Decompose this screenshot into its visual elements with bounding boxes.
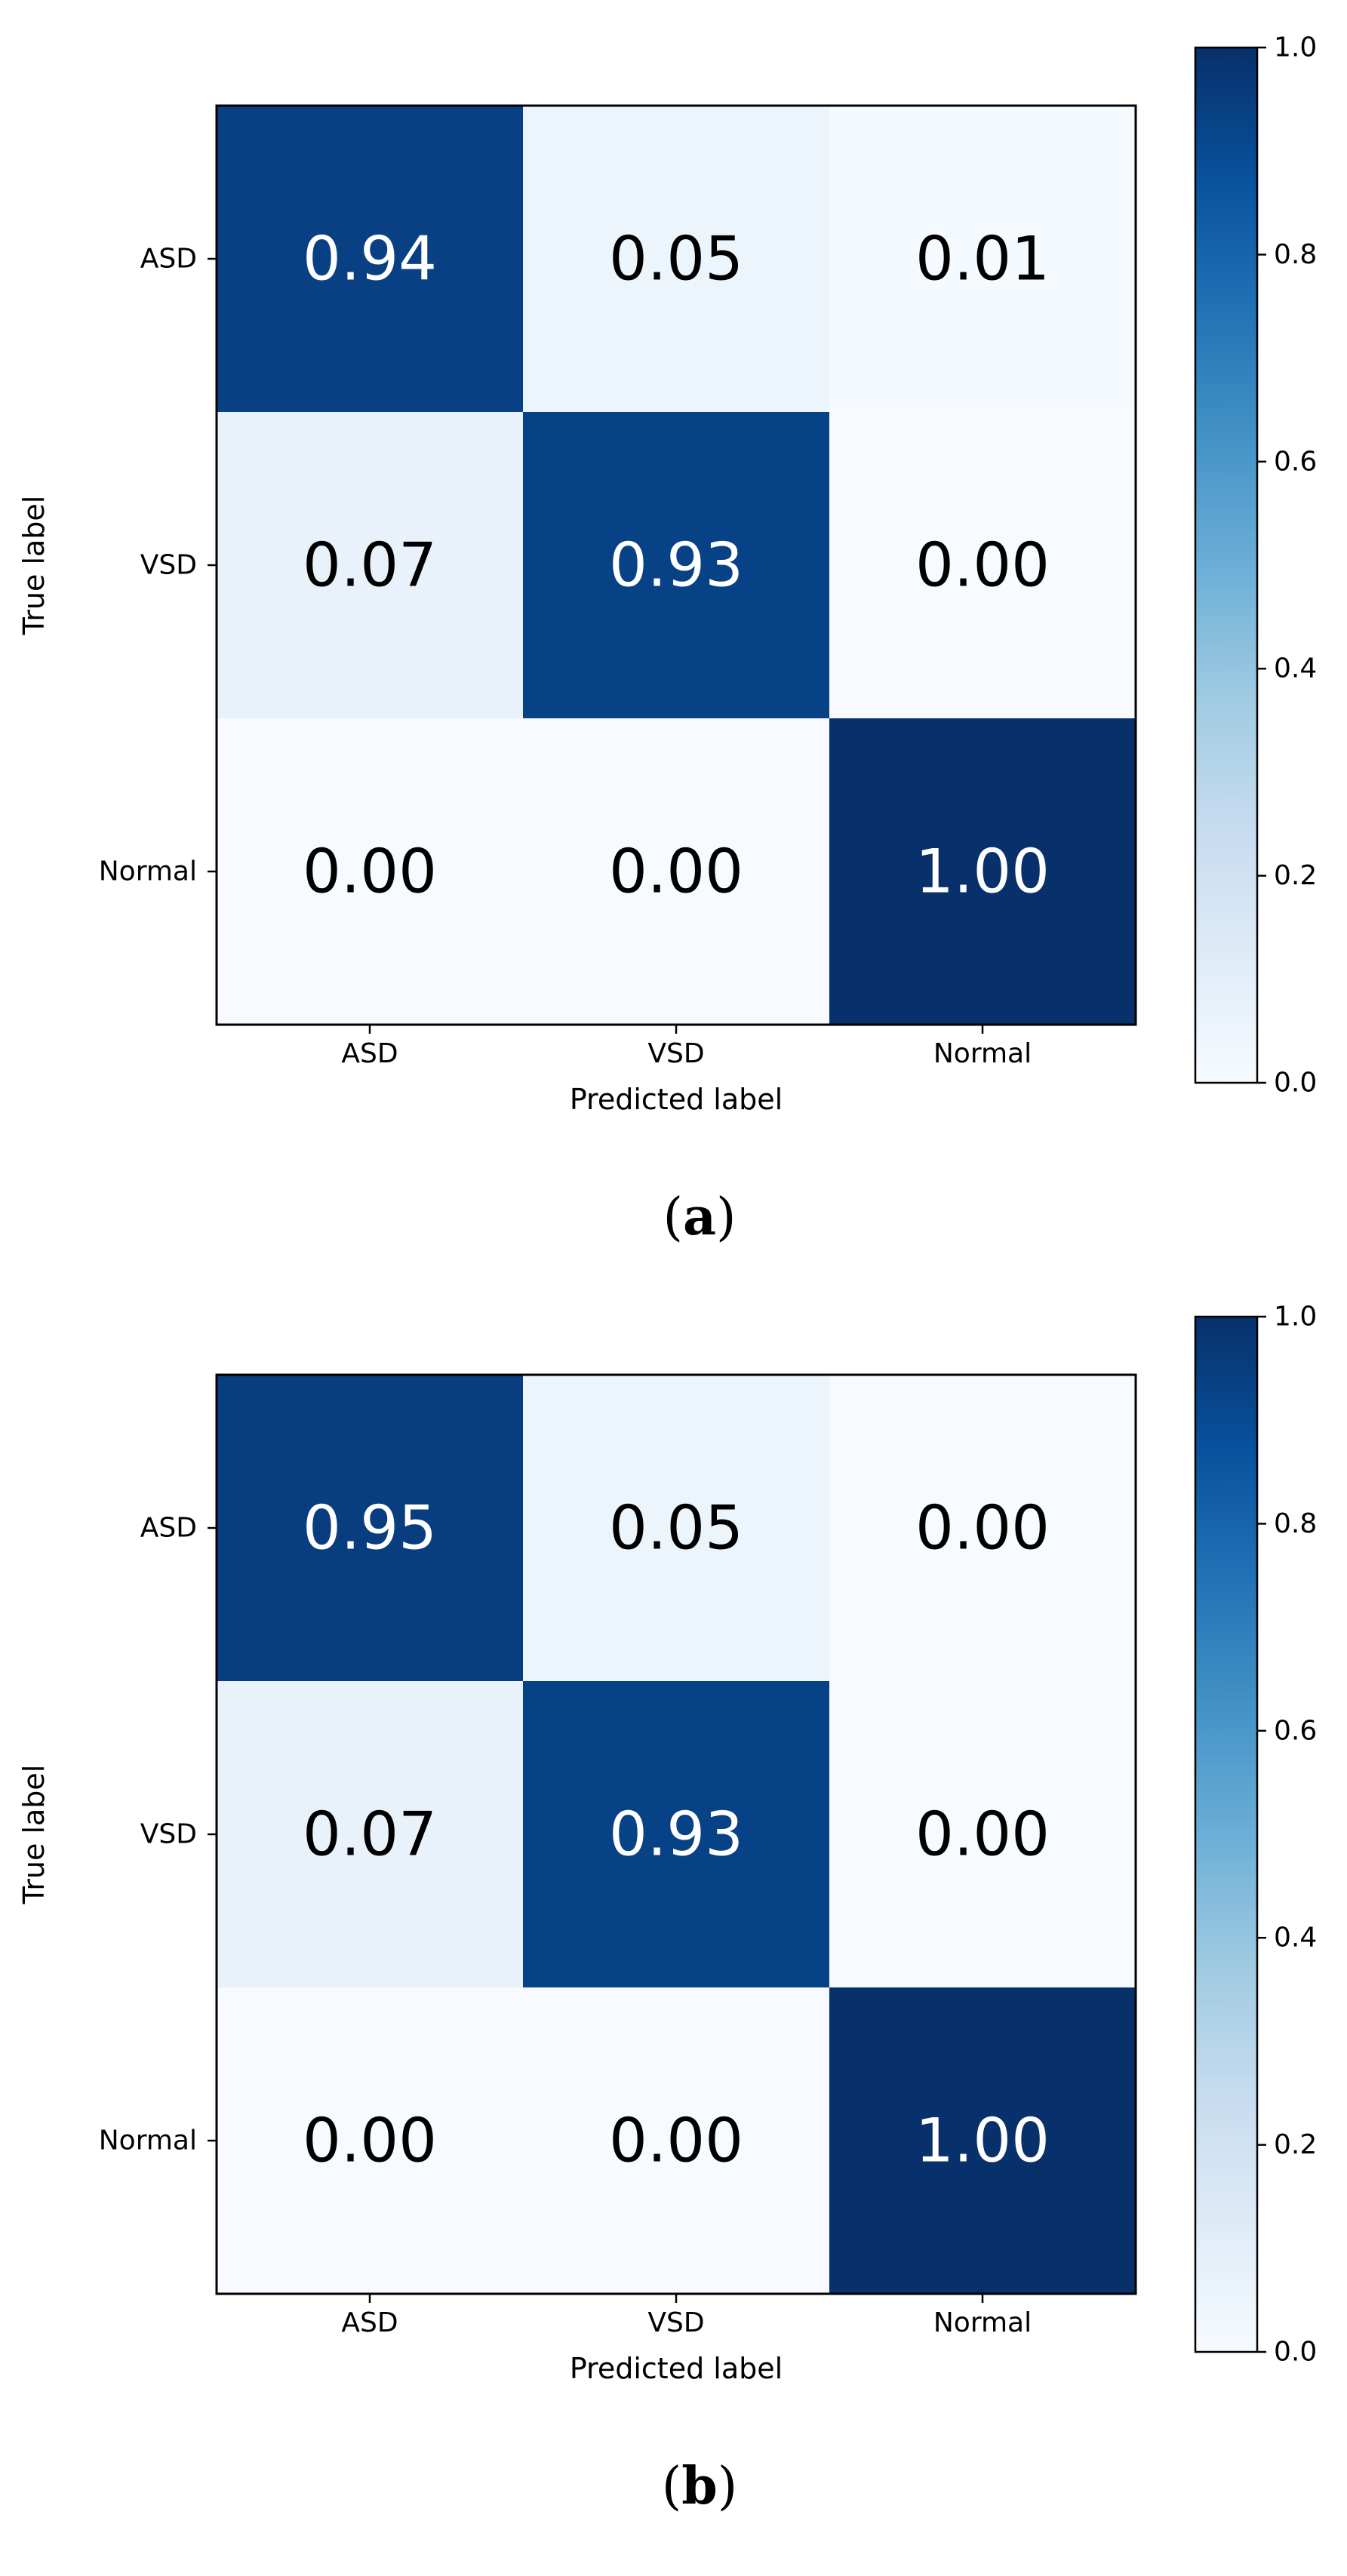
cell-value-label: 1.00 [915,2106,1050,2176]
panel-caption: (a) [663,1187,736,1247]
x-tick-label: Normal [933,2307,1032,2338]
heatmap-cell [829,106,1136,413]
cell-value-label: 0.00 [609,837,743,907]
colorbar-tick-label: 0.2 [1274,2129,1317,2160]
caption-close-paren: ) [718,2457,738,2516]
heatmap-cell [217,1375,524,1682]
heatmap-cell [523,106,830,413]
x-axis-label: Predicted label [570,1083,783,1116]
x-tick-label: ASD [341,2307,398,2338]
cell-value-label: 0.00 [609,2106,743,2176]
cell-value-label: 0.05 [609,1493,743,1563]
cell-value-label: 0.95 [303,1493,437,1563]
cell-value-label: 0.00 [303,2106,437,2176]
cell-value-label: 0.00 [915,530,1050,601]
x-axis-label: Predicted label [570,2352,783,2385]
cell-value-label: 0.07 [303,530,437,601]
cell-value-label: 0.00 [915,1800,1050,1870]
cell-value-label: 1.00 [915,837,1050,907]
cell-value-label: 0.94 [303,224,437,294]
cell-value-label: 0.93 [609,530,743,601]
colorbar-tick-label: 1.0 [1274,1302,1317,1333]
heatmap-cell [829,1681,1136,1988]
cell-value-label: 0.00 [915,1493,1050,1563]
heatmap-cell [829,1375,1136,1682]
heatmap-cell [523,718,830,1025]
heatmap-cell [217,1987,524,2295]
heatmap-cell [217,718,524,1025]
cell-value-label: 0.00 [303,837,437,907]
caption-open-paren: ( [662,2457,682,2516]
caption-close-paren: ) [716,1188,737,1247]
colorbar-tick-label: 0.0 [1274,2337,1317,2368]
x-tick-label: VSD [647,1038,704,1069]
colorbar-tick-label: 0.4 [1274,1923,1317,1954]
heatmap-cell [523,1681,830,1988]
chart-panel-a: 0.94 0.05 0.01 0.07 0.93 0.00 0.00 0.00 1.00 ASD V… [17,32,1317,1248]
colorbar-tick-label: 0.2 [1274,860,1317,891]
colorbar-tick-label: 0.6 [1274,446,1317,477]
x-tick-label: VSD [647,2307,704,2338]
cell-value-label: 0.01 [915,224,1050,294]
heatmap-cell [217,1681,524,1988]
heatmap-cell [829,1987,1136,2295]
colorbar [1194,1315,1259,2353]
colorbar-tick-label: 0.0 [1274,1068,1317,1099]
y-tick-label: ASD [140,1513,197,1544]
colorbar-tick-label: 0.4 [1274,653,1317,684]
heatmap-cell [829,718,1136,1025]
panel-caption: (b) [662,2456,738,2516]
y-tick-label: ASD [140,244,197,275]
y-tick-label: VSD [140,1819,197,1850]
caption-open-paren: ( [663,1188,683,1247]
cell-value-label: 0.07 [303,1800,437,1870]
y-tick-label: Normal [99,856,197,887]
colorbar-tick-label: 1.0 [1274,32,1317,63]
y-tick-label: VSD [140,550,197,581]
colorbar-tick-label: 0.8 [1274,1508,1317,1539]
x-tick-label: ASD [341,1038,398,1069]
y-tick-label: Normal [99,2126,197,2156]
heatmap-cell [829,412,1136,719]
colorbar [1194,46,1259,1084]
x-tick-label: Normal [933,1038,1032,1069]
heatmap-cell [217,106,524,413]
cell-value-label: 0.93 [609,1800,743,1870]
heatmap-cell [523,1987,830,2295]
chart-panel-b: 0.95 0.05 0.00 0.07 0.93 0.00 0.00 0.00 1.00 ASD V… [17,1302,1317,2517]
cell-value-label: 0.05 [609,224,743,294]
heatmap-cell [217,412,524,719]
heatmap-cell [523,412,830,719]
colorbar-tick-label: 0.6 [1274,1715,1317,1746]
heatmap-cell [523,1375,830,1682]
y-axis-label: True label [17,1765,51,1905]
caption-letter: b [681,2456,718,2516]
y-axis-label: True label [17,496,51,636]
colorbar-tick-label: 0.8 [1274,239,1317,270]
caption-letter: a [683,1187,716,1247]
